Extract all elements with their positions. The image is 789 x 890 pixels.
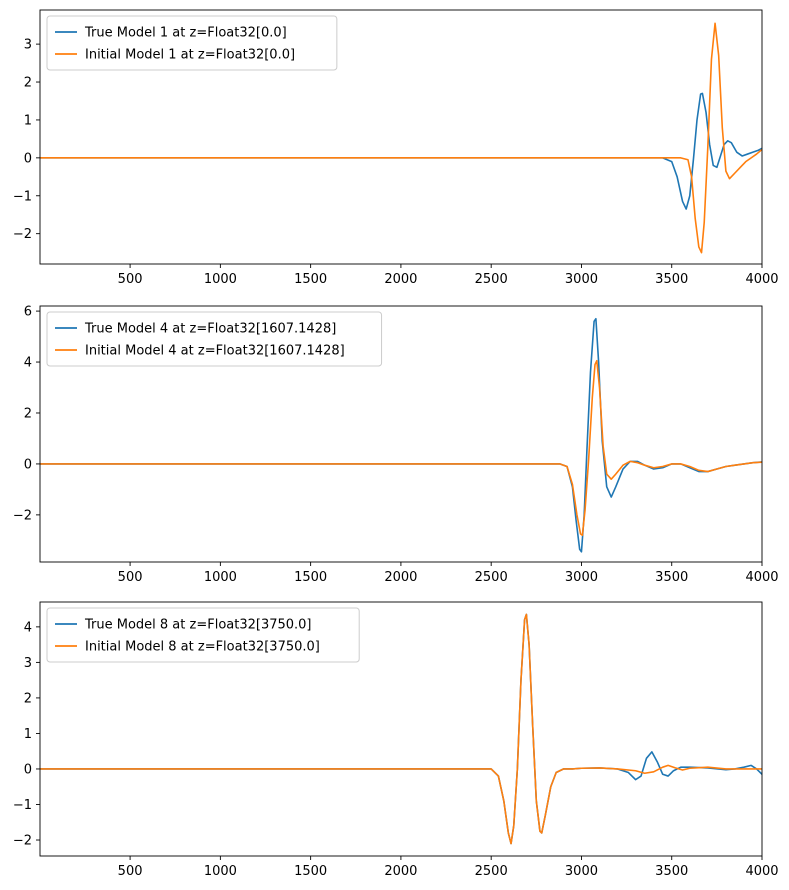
y-tick-label: 2: [24, 76, 32, 91]
x-tick-label: 500: [118, 864, 143, 879]
x-tick-label: 3500: [655, 864, 688, 879]
subplot-2: 500 1000 1500 2000 2500 3000 3500 4000 −2 0 2 4 6 Tru…: [13, 305, 779, 585]
y-tick-label: 0: [24, 151, 32, 166]
x-tick-label: 2000: [384, 864, 417, 879]
legend-box: [46, 15, 338, 71]
x-tick-label: 1000: [204, 272, 237, 287]
x-tick-label: 1500: [294, 272, 327, 287]
y-tick-label: −2: [13, 227, 32, 242]
x-tick-label: 3500: [655, 272, 688, 287]
x-tick-label: 2000: [384, 570, 417, 585]
subplot-3: 500 1000 1500 2000 2500 3000 3500 4000 −2 −1 0 1 2 3 4…: [13, 601, 779, 879]
x-tick-label: 500: [118, 570, 143, 585]
y-tick-label: 4: [24, 356, 32, 371]
x-tick-label: 3000: [565, 570, 598, 585]
series-line-1: [40, 92, 762, 210]
legend-label: True Model 1 at z=Float32[0.0]: [84, 26, 287, 41]
x-tick-label: 1500: [294, 570, 327, 585]
x-tick-label: 4000: [745, 864, 778, 879]
legend-label: Initial Model 8 at z=Float32[3750.0]: [85, 640, 320, 655]
x-tick-label: 1000: [204, 864, 237, 879]
series-group: [40, 22, 762, 254]
subplot-1: 500 1000 1500 2000 2500 3000 3500 4000−2−10123T…: [13, 9, 779, 287]
x-tick-label: 4000: [745, 570, 778, 585]
x-tick-label: 3000: [565, 864, 598, 879]
y-tick-label: 0: [24, 457, 32, 472]
x-tick-label: 2500: [475, 570, 508, 585]
series-line-2: [40, 613, 762, 845]
y-tick-label: 3: [24, 38, 32, 53]
y-tick-label: −2: [13, 834, 32, 849]
y-tick-label: 2: [24, 406, 32, 421]
legend-label: True Model 8 at z=Float32[3750.0]: [84, 618, 312, 633]
x-tick-label: 1000: [204, 570, 237, 585]
legend-label: Initial Model 4 at z=Float32[1607.1428]: [85, 344, 345, 359]
y-tick-label: −1: [13, 798, 32, 813]
series-line-2: [40, 22, 762, 254]
y-tick-label: 3: [24, 656, 32, 671]
legend: True Model 8 at z=Float32[3750.0] Initial…: [46, 607, 360, 663]
y-tick-label: 4: [24, 620, 32, 635]
legend: True Model 1 at z=Float32[0.0] Initial Mo…: [46, 15, 338, 71]
legend: True Model 4 at z=Float32[1607.1428] Init…: [46, 311, 383, 367]
y-tick-label: 1: [24, 727, 32, 742]
legend-box: [46, 311, 383, 367]
x-tick-label: 1500: [294, 864, 327, 879]
x-tick-label: 4000: [745, 272, 778, 287]
series-line-2: [40, 359, 762, 537]
legend-label: True Model 4 at z=Float32[1607.1428]: [84, 322, 336, 337]
y-tick-label: 2: [24, 691, 32, 706]
x-tick-label: 3000: [565, 272, 598, 287]
series-group: [40, 613, 762, 845]
y-tick-label: 6: [24, 305, 32, 320]
legend-box: [46, 607, 360, 663]
x-tick-label: 2500: [475, 864, 508, 879]
series-group: [40, 317, 762, 553]
x-tick-label: 2500: [475, 272, 508, 287]
y-tick-label: −2: [13, 508, 32, 523]
x-tick-label: 3500: [655, 570, 688, 585]
legend-label: Initial Model 1 at z=Float32[0.0]: [85, 48, 295, 63]
y-tick-label: 0: [24, 762, 32, 777]
x-tick-label: 500: [118, 272, 143, 287]
y-tick-label: 1: [24, 113, 32, 128]
x-tick-label: 2000: [384, 272, 417, 287]
y-tick-label: −1: [13, 189, 32, 204]
